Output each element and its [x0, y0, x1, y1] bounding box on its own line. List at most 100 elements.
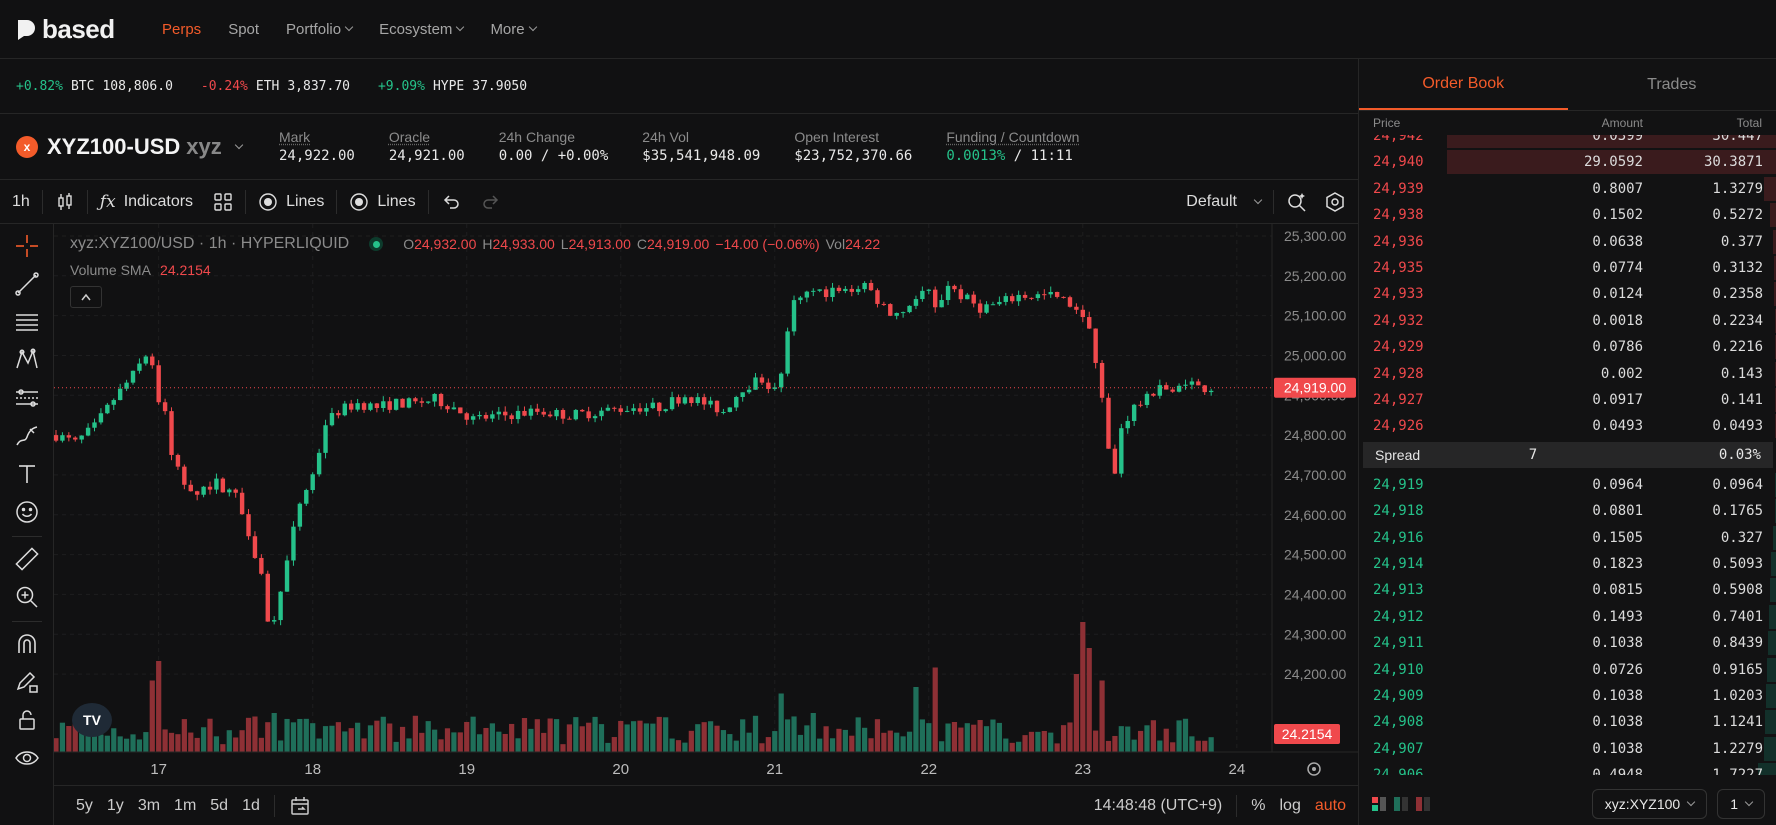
- bid-row[interactable]: 24,919 0.0964 0.0964: [1359, 472, 1776, 498]
- range-button-1d[interactable]: 1d: [242, 796, 260, 814]
- bid-row[interactable]: 24,916 0.1505 0.327: [1359, 525, 1776, 551]
- volume-bar: [143, 732, 149, 752]
- auto-scale-toggle[interactable]: auto: [1314, 796, 1346, 814]
- nav-item-more[interactable]: More: [490, 21, 537, 38]
- crosshair-tool[interactable]: [11, 230, 43, 262]
- ticker-item-eth[interactable]: -0.24% ETH 3,837.70: [201, 79, 350, 94]
- ask-row[interactable]: 24,939 0.8007 1.3279: [1359, 176, 1776, 202]
- text-tool[interactable]: [11, 458, 43, 490]
- market-header: x XYZ100-USD xyz Mark 24,922.00 Oracle 24,9…: [0, 114, 1358, 180]
- lock-tool[interactable]: [11, 704, 43, 736]
- ask-row[interactable]: 24,927 0.0917 0.141: [1359, 387, 1776, 413]
- price-axis[interactable]: 25,300.00 25,200.00 25,100.00 25,000.00 24,9…: [1284, 228, 1346, 682]
- stat-mark[interactable]: Mark 24,922.00: [279, 129, 355, 164]
- layouts-button[interactable]: [213, 192, 233, 212]
- tick-size-select[interactable]: 1: [1717, 789, 1765, 819]
- magnet-tool[interactable]: [11, 628, 43, 660]
- nav-item-spot[interactable]: Spot: [228, 21, 259, 38]
- brush-tool[interactable]: [11, 420, 43, 452]
- ask-row[interactable]: 24,929 0.0786 0.2216: [1359, 334, 1776, 360]
- range-button-3m[interactable]: 3m: [137, 796, 161, 814]
- ruler-tool[interactable]: [11, 543, 43, 575]
- ask-row[interactable]: 24,935 0.0774 0.3132: [1359, 255, 1776, 281]
- clock-readout[interactable]: 14:48:48 (UTC+9): [1093, 796, 1223, 814]
- stat-oracle[interactable]: Oracle 24,921.00: [389, 129, 465, 164]
- ask-row[interactable]: 24,928 0.002 0.143: [1359, 361, 1776, 387]
- time-axis[interactable]: 17 18 19 20 21 22 23 24: [150, 761, 1245, 778]
- volume-bar: [605, 742, 611, 752]
- range-button-5d[interactable]: 5d: [210, 796, 229, 814]
- lock-drawing-tool[interactable]: [11, 666, 43, 698]
- trendline-tool[interactable]: [11, 268, 43, 300]
- collapse-legend-button[interactable]: [70, 286, 102, 308]
- percent-scale-toggle[interactable]: %: [1251, 796, 1266, 814]
- ask-row[interactable]: 24,933 0.0124 0.2358: [1359, 281, 1776, 307]
- ticker-item-hype[interactable]: +9.09% HYPE 37.9050: [378, 79, 527, 94]
- market-select[interactable]: xyz:XYZ100: [1591, 789, 1708, 819]
- volume-bar: [669, 738, 675, 752]
- chart-settings-gear-icon[interactable]: [1307, 762, 1321, 776]
- log-scale-toggle[interactable]: log: [1279, 796, 1301, 814]
- bid-row[interactable]: 24,912 0.1493 0.7401: [1359, 604, 1776, 630]
- bid-row[interactable]: 24,910 0.0726 0.9165: [1359, 657, 1776, 683]
- calendar-icon[interactable]: [289, 795, 311, 817]
- bid-row[interactable]: 24,907 0.1038 1.2279: [1359, 736, 1776, 762]
- volume-bar: [1137, 730, 1144, 752]
- ask-row[interactable]: 24,940 29.0592 30.3871: [1359, 149, 1776, 175]
- ask-row[interactable]: 24,942 0.0399 30.447: [1359, 135, 1776, 149]
- asks-only-icon[interactable]: [1415, 796, 1431, 812]
- tab-trades[interactable]: Trades: [1647, 75, 1697, 93]
- range-button-1y[interactable]: 1y: [106, 796, 124, 814]
- volume-bar: [79, 730, 85, 752]
- ask-row[interactable]: 24,926 0.0493 0.0493: [1359, 413, 1776, 439]
- quick-search-button[interactable]: [1286, 191, 1308, 213]
- redo-button[interactable]: [481, 192, 501, 212]
- pair-selector[interactable]: x XYZ100-USD xyz: [16, 134, 279, 160]
- interval-button[interactable]: 1h: [12, 193, 30, 211]
- undo-button[interactable]: [441, 192, 461, 212]
- candle-type-button[interactable]: [55, 192, 75, 212]
- price-tick-label: 24,700.00: [1284, 467, 1346, 483]
- nav-item-perps[interactable]: Perps: [162, 21, 201, 38]
- horizontal-lines-tool[interactable]: [11, 306, 43, 338]
- order-price: 24,916: [1373, 529, 1424, 546]
- zoom-tool[interactable]: [11, 581, 43, 613]
- stat-funding-countdown[interactable]: Funding / Countdown 0.0013% / 11:11: [946, 129, 1079, 164]
- forecast-tool[interactable]: [11, 382, 43, 414]
- candle-body: [194, 491, 200, 495]
- range-button-5y[interactable]: 5y: [76, 796, 93, 814]
- lines-button-2[interactable]: Lines: [349, 192, 416, 212]
- tradingview-logo-icon[interactable]: TV: [72, 703, 112, 737]
- ask-row[interactable]: 24,938 0.1502 0.5272: [1359, 202, 1776, 228]
- tab-order-book[interactable]: Order Book: [1359, 59, 1568, 110]
- bids-only-icon[interactable]: [1393, 796, 1409, 812]
- bid-row[interactable]: 24,911 0.1038 0.8439: [1359, 630, 1776, 656]
- ask-row[interactable]: 24,936 0.0638 0.377: [1359, 229, 1776, 255]
- volume-bar: [791, 716, 797, 752]
- nav-item-ecosystem[interactable]: Ecosystem: [379, 21, 465, 38]
- lines-button-1[interactable]: Lines: [258, 192, 324, 212]
- bid-row[interactable]: 24,918 0.0801 0.1765: [1359, 498, 1776, 524]
- bid-row[interactable]: 24,908 0.1038 1.1241: [1359, 709, 1776, 735]
- bid-row[interactable]: 24,909 0.1038 1.0203: [1359, 683, 1776, 709]
- ask-row[interactable]: 24,932 0.0018 0.2234: [1359, 308, 1776, 334]
- settings-button[interactable]: [1324, 191, 1346, 213]
- price-chart[interactable]: 25,300.00 25,200.00 25,100.00 25,000.00 24,9…: [54, 224, 1358, 785]
- layout-template-select[interactable]: Default: [1186, 193, 1263, 211]
- logo[interactable]: based: [16, 14, 148, 45]
- bid-row[interactable]: 24,914 0.1823 0.5093: [1359, 551, 1776, 577]
- both-sides-icon[interactable]: [1371, 796, 1387, 812]
- bid-row[interactable]: 24,9060.49481.7227: [1359, 762, 1776, 775]
- visibility-tool[interactable]: [11, 742, 43, 774]
- emoji-tool[interactable]: [11, 496, 43, 528]
- book-view-toggles[interactable]: [1371, 796, 1431, 812]
- range-button-1m[interactable]: 1m: [174, 796, 197, 814]
- pattern-tool[interactable]: [11, 344, 43, 376]
- ticker-item-btc[interactable]: +0.82% BTC 108,806.0: [16, 79, 173, 94]
- volume-bar: [233, 737, 239, 752]
- indicators-button[interactable]: ƒx Indicators: [100, 192, 193, 212]
- nav-item-portfolio[interactable]: Portfolio: [286, 21, 354, 38]
- candle-body: [663, 409, 668, 412]
- volume-bar: [707, 721, 714, 752]
- bid-row[interactable]: 24,913 0.0815 0.5908: [1359, 577, 1776, 603]
